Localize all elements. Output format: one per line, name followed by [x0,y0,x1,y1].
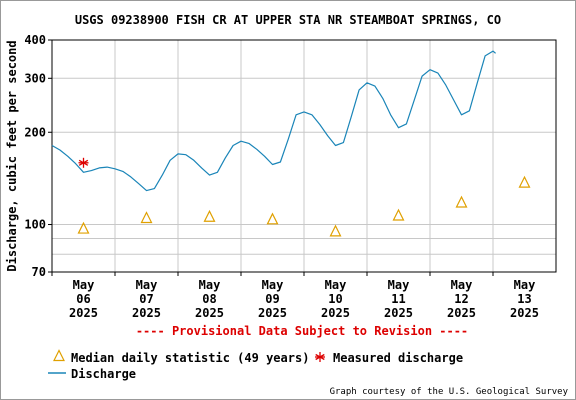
x-tick-label: 08 [202,292,216,306]
x-tick-label: May [73,278,95,292]
median-triangle-marker [455,195,468,208]
x-tick-label: 2025 [69,306,98,320]
median-triangle-marker [77,221,90,234]
median-triangle-marker [518,175,531,188]
legend-label-measured: Measured discharge [333,351,463,365]
y-axis-ticks: 70 100 200 300 400 [24,33,52,279]
y-tick-label: 200 [24,125,46,139]
median-triangle-marker [203,209,216,222]
x-tick-label: May [514,278,536,292]
median-triangle-marker [392,208,405,221]
y-tick-label: 300 [24,71,46,85]
x-axis-ticks: May062025May072025May082025May092025May1… [51,272,539,320]
legend-label-discharge: Discharge [71,367,136,381]
x-tick-label: 13 [517,292,531,306]
legend-label-median: Median daily statistic (49 years) [71,351,309,365]
x-tick-label: 12 [454,292,468,306]
legend: Median daily statistic (49 years) Measure… [48,349,463,381]
gridlines [52,40,556,272]
x-tick-label: 09 [265,292,279,306]
legend-asterisk-icon [315,352,325,362]
x-tick-label: 2025 [321,306,350,320]
x-tick-label: May [388,278,410,292]
x-tick-label: May [199,278,221,292]
y-tick-label: 400 [24,33,46,47]
provisional-note: ---- Provisional Data Subject to Revisio… [136,324,468,338]
median-triangle-marker [329,224,342,237]
measured-discharge-marker [78,157,89,168]
x-tick-label: 2025 [510,306,539,320]
x-tick-label: 06 [76,292,90,306]
x-tick-label: 2025 [195,306,224,320]
x-tick-label: 2025 [132,306,161,320]
x-tick-label: 07 [139,292,153,306]
x-tick-label: 11 [391,292,405,306]
x-tick-label: 2025 [384,306,413,320]
data-series [51,50,531,237]
discharge-line [51,50,496,192]
y-axis-label: Discharge, cubic feet per second [5,40,19,271]
credit-text: Graph courtesy of the U.S. Geological Su… [330,387,569,397]
x-tick-label: May [136,278,158,292]
x-tick-label: May [262,278,284,292]
median-triangle-marker [266,212,279,225]
x-tick-label: 2025 [258,306,287,320]
y-tick-label: 70 [32,265,46,279]
x-tick-label: May [451,278,473,292]
median-triangle-marker [140,211,153,224]
x-tick-label: 2025 [447,306,476,320]
x-tick-label: 10 [328,292,342,306]
legend-triangle-icon [53,349,65,362]
y-tick-label: 100 [24,218,46,232]
x-tick-label: May [325,278,347,292]
chart-title: USGS 09238900 FISH CR AT UPPER STA NR ST… [75,13,501,27]
